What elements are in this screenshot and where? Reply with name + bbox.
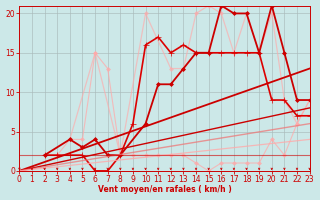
X-axis label: Vent moyen/en rafales ( km/h ): Vent moyen/en rafales ( km/h ) <box>98 185 231 194</box>
